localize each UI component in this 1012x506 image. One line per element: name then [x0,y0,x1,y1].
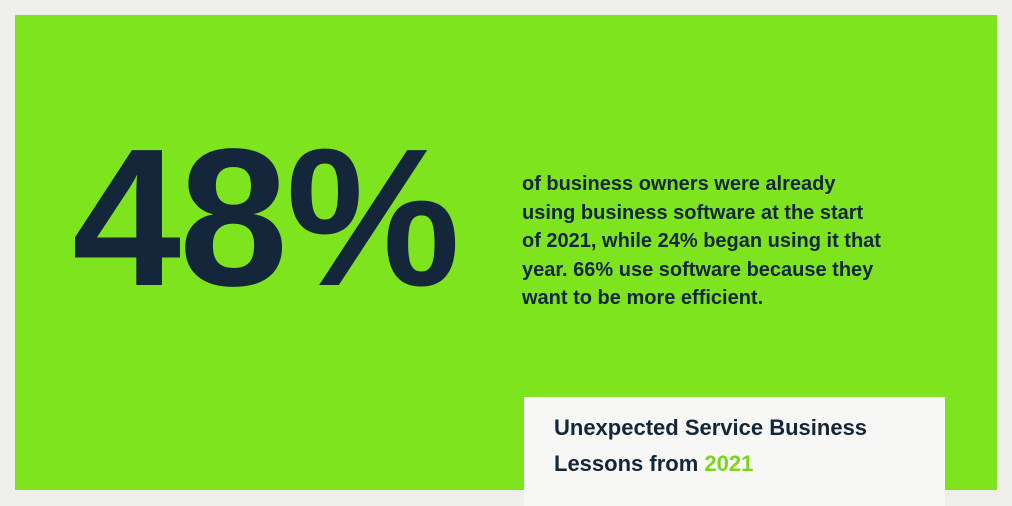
badge-title-line: Lessons from 2021 [554,451,753,477]
badge-prefix: Lessons from [554,451,699,476]
description-line: year. 66% use software because they [522,258,874,281]
description-line: want to be more efficient. [522,287,764,309]
description-line: using business software at the start [522,201,864,224]
badge-year: 2021 [704,451,754,476]
description-line: of business owners were already [522,173,836,195]
description: of business owners were already using bu… [522,170,881,313]
badge: Unexpected Service Business Lessons from… [524,397,945,506]
description-line: of 2021, while 24% began using it that [522,230,881,252]
stat-value: 48% [72,108,460,327]
badge-title-line: Unexpected Service Business [554,415,868,440]
